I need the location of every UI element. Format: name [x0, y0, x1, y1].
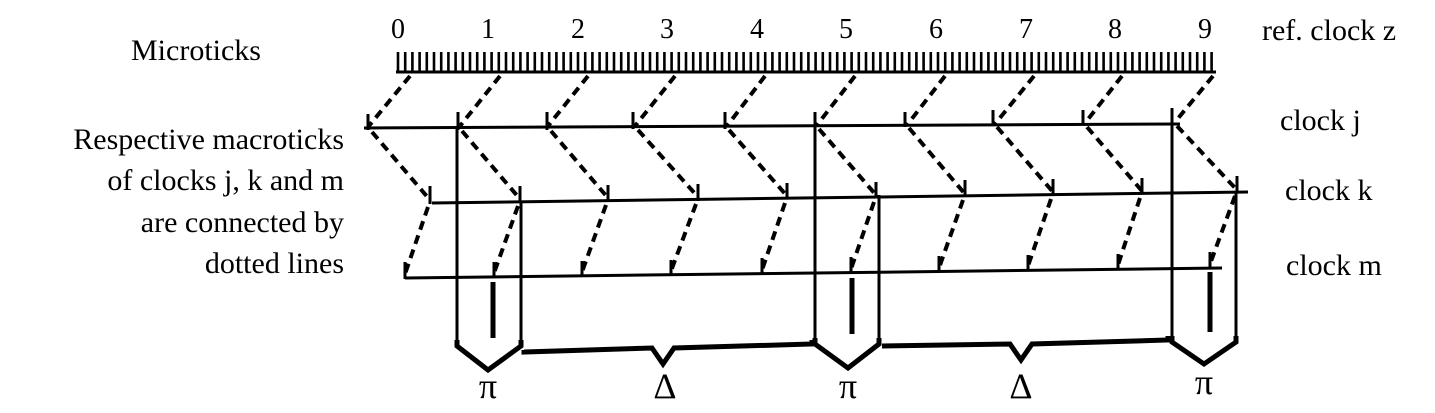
- description-line-3: are connected by: [141, 206, 344, 239]
- brackets: [454, 336, 1239, 374]
- ref-tick-number-9: 9: [1198, 14, 1212, 45]
- connection-z-to-j: [1173, 74, 1215, 124]
- connection-j-to-k: [549, 129, 610, 200]
- clock-k-macroticks: [428, 176, 1239, 204]
- delta-symbol: Δ: [1009, 366, 1032, 406]
- connection-j-to-k: [817, 127, 878, 197]
- connection-j-to-k: [907, 126, 967, 196]
- connection-z-to-j: [633, 74, 677, 128]
- connection-k-to-m: [1208, 195, 1237, 265]
- connection-z-to-j: [546, 74, 590, 128]
- clock-k-label: clock k: [1285, 174, 1372, 207]
- connections-ref-to-j: [366, 74, 1215, 129]
- microticks-ruler: [396, 52, 1216, 74]
- connection-z-to-j: [815, 74, 857, 127]
- connection-k-to-m: [1116, 197, 1142, 266]
- connection-z-to-j: [993, 74, 1036, 126]
- ref-tick-number-5: 5: [839, 14, 853, 45]
- clock-k-axis: [431, 190, 1249, 205]
- clock-j-label: clock j: [1280, 104, 1361, 137]
- connection-z-to-j: [366, 74, 412, 129]
- connection-k-to-m: [580, 204, 608, 273]
- pi-bracket: [812, 338, 882, 372]
- connection-k-to-m: [849, 201, 876, 270]
- pi-symbol: π: [479, 366, 497, 406]
- clock-m-label: clock m: [1286, 249, 1382, 282]
- connections-k-to-m: [403, 195, 1237, 275]
- delta-bracket: [881, 336, 1171, 365]
- connection-k-to-m: [669, 203, 698, 272]
- delta-symbol: Δ: [653, 366, 676, 406]
- connection-j-to-k: [1175, 124, 1239, 192]
- connection-j-to-k: [727, 128, 789, 198]
- microtick-marks: [396, 52, 1213, 72]
- connection-k-to-m: [937, 199, 965, 269]
- connection-z-to-j: [458, 74, 502, 128]
- ref-tick-number-3: 3: [660, 14, 674, 45]
- connection-j-to-k: [370, 130, 432, 202]
- delta-bracket: [521, 340, 815, 369]
- connection-j-to-k: [636, 128, 700, 199]
- description-line-4: dotted lines: [205, 247, 344, 280]
- connection-j-to-k: [995, 125, 1055, 194]
- ref-tick-number-4: 4: [750, 14, 764, 45]
- pi-bracket: [454, 340, 524, 374]
- connection-k-to-m: [760, 202, 787, 271]
- pi-symbol: π: [1195, 362, 1213, 402]
- microticks-label: Microticks: [131, 34, 261, 67]
- pi-symbol: π: [839, 366, 857, 406]
- description-line-1: Respective macroticks: [73, 123, 344, 156]
- connection-j-to-k: [1085, 125, 1144, 193]
- connection-j-to-k: [460, 129, 522, 201]
- ref-tick-number-2: 2: [571, 14, 585, 45]
- connection-k-to-m: [1026, 198, 1053, 267]
- connections-j-to-k: [370, 124, 1239, 202]
- ref-tick-number-8: 8: [1108, 14, 1122, 45]
- connection-k-to-m: [492, 205, 520, 274]
- description-line-2: of clocks j, k and m: [107, 164, 344, 197]
- connection-z-to-j: [905, 74, 947, 127]
- connection-z-to-j: [725, 74, 767, 128]
- connection-z-to-j: [1083, 74, 1124, 125]
- ref-tick-numbers: 0 1 2 3 4 5 6 7 8 9: [391, 14, 1212, 45]
- precision-window-lines: [455, 122, 1238, 342]
- clock-j-macroticks: [366, 108, 1174, 130]
- pi-bracket: [1169, 336, 1239, 368]
- connection-k-to-m: [403, 206, 430, 275]
- ref-tick-number-6: 6: [929, 14, 943, 45]
- clock-j-axis: [363, 122, 1181, 130]
- ref-tick-number-1: 1: [481, 14, 495, 45]
- ref-clock-label: ref. clock z: [1262, 14, 1396, 47]
- ref-tick-number-7: 7: [1019, 14, 1033, 45]
- clock-m-macroticks: [403, 252, 1212, 279]
- ref-tick-number-0: 0: [391, 14, 405, 45]
